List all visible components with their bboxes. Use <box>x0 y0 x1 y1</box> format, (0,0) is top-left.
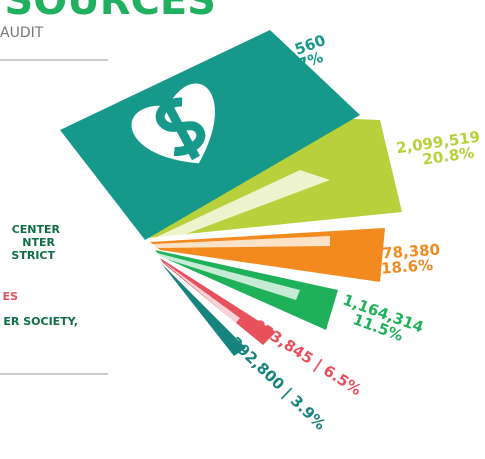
annotation: ES <box>3 290 19 303</box>
annotation: STRICT <box>11 249 55 262</box>
value-label: 653,845|6.5% <box>249 315 365 400</box>
subtitle: AUDIT <box>0 25 44 41</box>
bill <box>150 228 385 282</box>
percent-text: 6.5% <box>320 361 365 399</box>
title: SOURCES <box>4 0 216 24</box>
infographic: SOURCES AUDIT CENTERNTERSTRICT ES ER SOCIE… <box>0 0 485 459</box>
annotation: NTER <box>22 236 55 249</box>
annotation: CENTER <box>12 223 61 236</box>
percent-text: 3.9% <box>287 392 329 434</box>
annotation: ER SOCIETY, <box>3 315 78 328</box>
percent-text: 18.6% <box>380 256 433 278</box>
